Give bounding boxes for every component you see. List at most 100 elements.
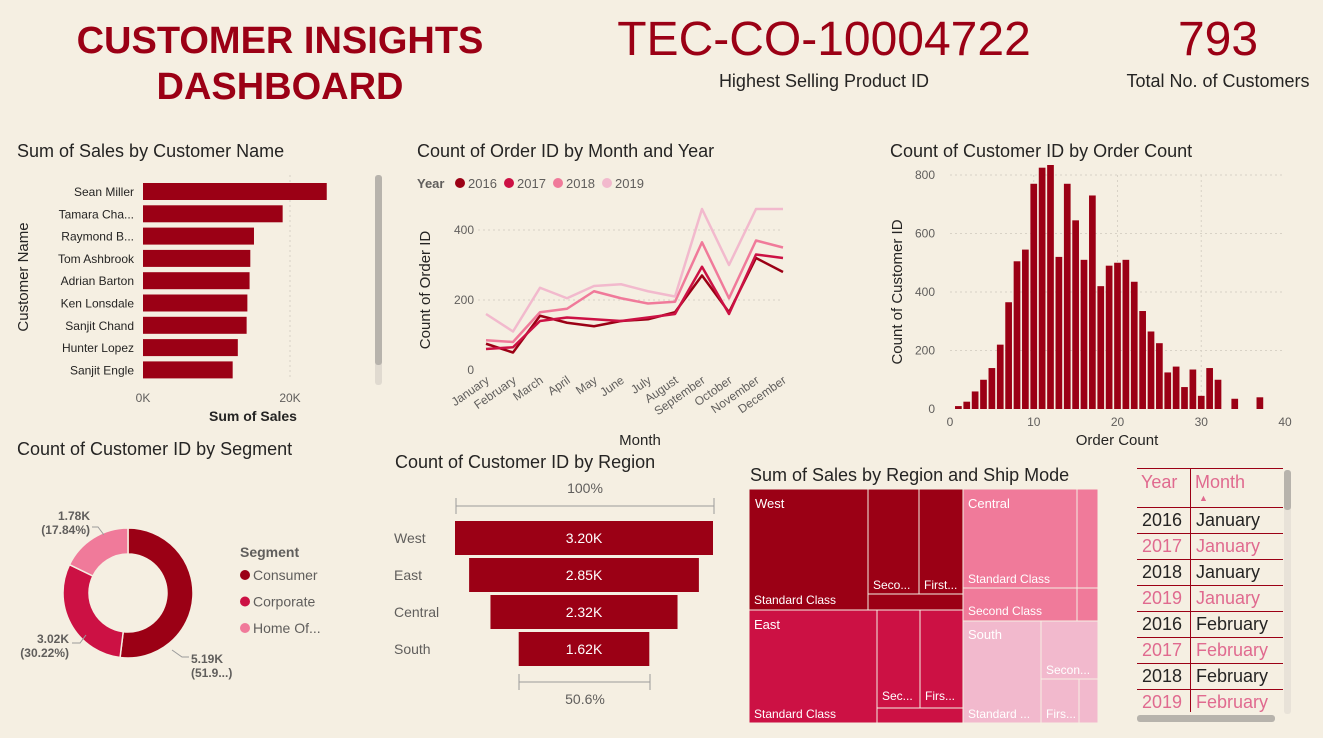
c4-legend-label[interactable]: Consumer — [253, 567, 318, 583]
treemap-south-first[interactable] — [1040, 678, 1080, 724]
c1-bar[interactable] — [143, 183, 327, 200]
c3-bar[interactable] — [1147, 331, 1155, 409]
c3-bar[interactable] — [1172, 366, 1180, 409]
c4-legend-marker[interactable] — [240, 570, 250, 580]
c5-bar[interactable] — [455, 521, 713, 555]
treemap-south[interactable]: South Standard ... Secon... Firs... — [962, 620, 1099, 724]
treemap-central[interactable]: Central Standard Class Second Class — [962, 489, 1099, 622]
treemap-east-first[interactable] — [919, 609, 964, 709]
c3-bar[interactable] — [1214, 379, 1222, 409]
c1-bar[interactable] — [143, 361, 233, 379]
c2-series-line-2018[interactable] — [485, 239, 784, 344]
treemap-east-standard[interactable] — [749, 609, 878, 724]
treemap-west-second[interactable] — [867, 489, 920, 595]
c3-bar[interactable] — [1097, 286, 1105, 409]
table-row[interactable]: 2017 January — [1137, 534, 1283, 560]
c3-bar[interactable] — [1022, 249, 1029, 409]
treemap-east-same-day[interactable] — [876, 707, 964, 724]
c3-bar[interactable] — [1164, 372, 1172, 409]
c3-bar[interactable] — [1089, 195, 1096, 409]
treemap-central-first[interactable] — [1076, 489, 1099, 589]
c1-scrollbar-thumb[interactable] — [375, 175, 382, 365]
c2-x-axis-title: Month — [619, 432, 661, 449]
c1-bar[interactable] — [143, 339, 238, 357]
c1-bar[interactable] — [143, 227, 254, 245]
treemap-west-standard[interactable] — [749, 489, 869, 611]
c3-bar[interactable] — [1063, 183, 1071, 409]
table-row[interactable]: 2019 January — [1137, 586, 1283, 612]
c3-bar[interactable] — [988, 368, 996, 409]
c3-bar[interactable] — [1030, 183, 1038, 409]
c3-bar[interactable] — [980, 379, 987, 409]
c3-bar[interactable] — [1206, 368, 1213, 409]
c2-legend-label[interactable]: 2016 — [468, 176, 497, 191]
table-header-year[interactable]: Year — [1137, 469, 1191, 507]
table-header-month[interactable]: Month ▲ — [1191, 469, 1283, 507]
c2-legend-label[interactable]: 2019 — [615, 176, 644, 191]
table-row[interactable]: 2019 February — [1137, 690, 1283, 712]
c5-bar[interactable] — [490, 595, 678, 629]
c2-legend-marker[interactable] — [553, 178, 563, 188]
c1-bar[interactable] — [143, 205, 283, 223]
c3-bar[interactable] — [1156, 343, 1163, 409]
c3-bar[interactable] — [1197, 395, 1205, 409]
c3-bar[interactable] — [955, 406, 962, 409]
treemap-central-second[interactable] — [962, 587, 1078, 622]
c3-bar[interactable] — [1080, 259, 1088, 409]
c3-bar[interactable] — [971, 391, 979, 409]
c4-legend-marker[interactable] — [240, 596, 250, 607]
c2-legend-label[interactable]: 2017 — [517, 176, 546, 191]
table-row[interactable]: 2018 January — [1137, 560, 1283, 586]
c3-bar[interactable] — [1072, 220, 1079, 409]
c3-bar[interactable] — [1047, 165, 1054, 409]
c4-legend-label[interactable]: Home Of... — [253, 620, 321, 636]
c4-slice[interactable] — [119, 527, 194, 659]
c3-bar[interactable] — [1130, 281, 1138, 409]
table-cell-month: February — [1196, 614, 1269, 634]
c1-bar[interactable] — [143, 249, 251, 267]
c5-bar[interactable] — [518, 632, 650, 666]
c5-bar[interactable] — [469, 558, 699, 592]
c2-series-line-2017[interactable] — [485, 253, 784, 351]
c3-bar[interactable] — [1005, 302, 1012, 409]
c2-legend-marker[interactable] — [602, 178, 612, 188]
c4-slice[interactable] — [62, 563, 125, 659]
c4-slice[interactable] — [68, 527, 129, 577]
c3-bar[interactable] — [1139, 311, 1146, 409]
c3-bar[interactable] — [1038, 167, 1046, 409]
c3-bar[interactable] — [1231, 398, 1239, 409]
table-row[interactable]: 2018 February — [1137, 664, 1283, 690]
c3-bar[interactable] — [1256, 397, 1264, 409]
c3-bar[interactable] — [1122, 259, 1130, 409]
c3-bar[interactable] — [1114, 262, 1121, 409]
treemap-south-second[interactable] — [1040, 620, 1099, 680]
treemap-south-same-day[interactable] — [1078, 678, 1099, 724]
table-row[interactable]: 2017 February — [1137, 638, 1283, 664]
treemap-east-second[interactable] — [876, 609, 921, 709]
c3-bar[interactable] — [963, 401, 971, 409]
treemap-east[interactable]: East Standard Class Sec... Firs... — [749, 609, 964, 724]
c4-legend-label[interactable]: Corporate — [253, 594, 315, 610]
c3-bar[interactable] — [1013, 261, 1021, 409]
treemap-central-other[interactable] — [1076, 587, 1099, 622]
c4-legend-marker[interactable] — [240, 623, 250, 633]
c2-legend-marker[interactable] — [504, 178, 514, 188]
c3-bar[interactable] — [1055, 256, 1063, 409]
c2-series-line-2019[interactable] — [485, 207, 783, 333]
table-horizontal-scrollbar[interactable] — [1137, 715, 1275, 722]
c3-bar[interactable] — [1189, 369, 1197, 409]
treemap-west[interactable]: West Standard Class Seco... First... — [749, 489, 964, 611]
table-row[interactable]: 2016 February — [1137, 612, 1283, 638]
table-vertical-scrollbar-thumb[interactable] — [1284, 470, 1291, 510]
c2-legend-marker[interactable] — [455, 178, 465, 188]
c1-bar[interactable] — [143, 316, 247, 334]
c3-bar[interactable] — [1105, 265, 1113, 409]
treemap-south-standard[interactable] — [962, 620, 1042, 724]
c3-bar[interactable] — [996, 344, 1004, 409]
c1-bar[interactable] — [143, 272, 250, 290]
c1-bar[interactable] — [143, 294, 248, 312]
table-row[interactable]: 2016 January — [1137, 508, 1283, 534]
c3-bar[interactable] — [1181, 387, 1188, 409]
c2-legend-label[interactable]: 2018 — [566, 176, 595, 191]
table-vertical-scrollbar-track[interactable] — [1284, 470, 1291, 714]
